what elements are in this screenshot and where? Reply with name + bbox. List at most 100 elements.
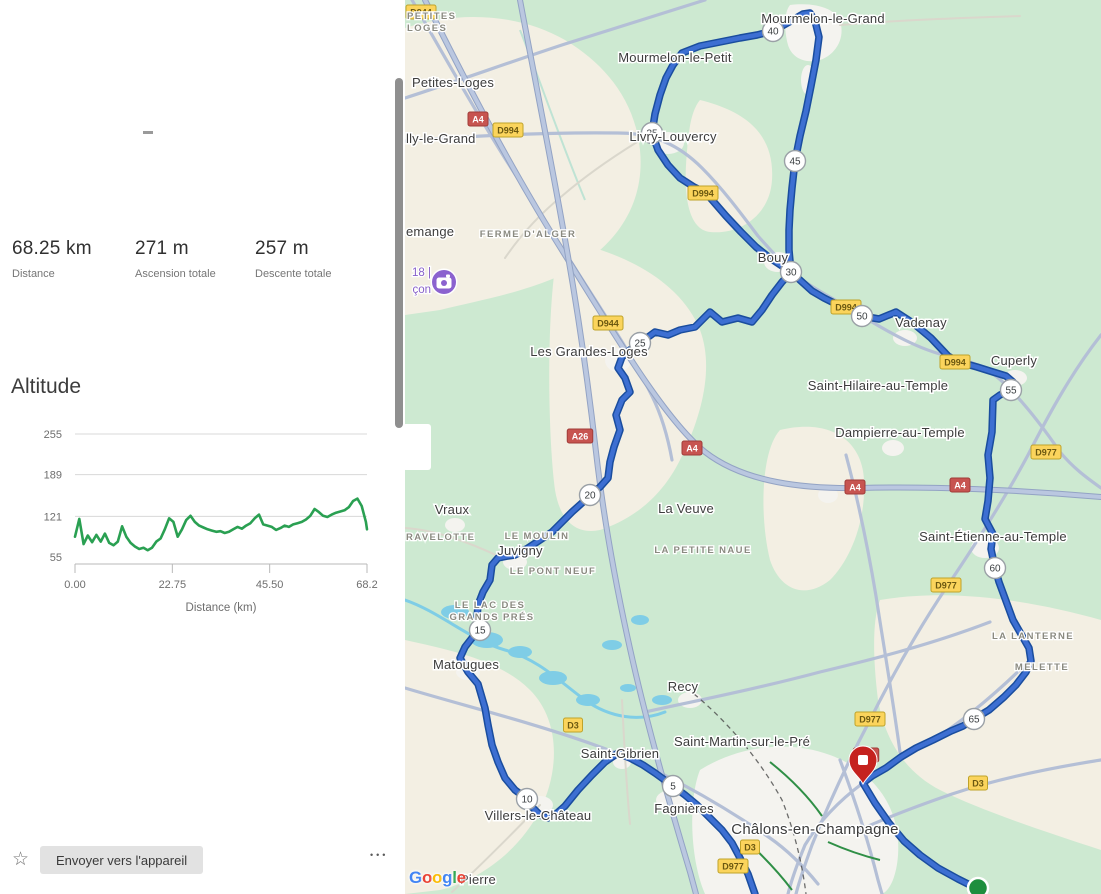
road-shield: D994 [687, 185, 719, 201]
town-label: Mourmelon-le-Petit [618, 50, 732, 65]
road-shield-box [563, 717, 583, 733]
panel-scrollbar[interactable] [395, 78, 403, 428]
road-shield-box [592, 315, 624, 331]
road-shield: D944 [592, 315, 624, 331]
area-label: LE LAC DES [455, 600, 525, 611]
road-shield-box [968, 775, 988, 791]
route-km-marker-circle [779, 260, 803, 284]
start-marker[interactable] [966, 876, 990, 894]
stat-ascent: 271 m Ascension totale [135, 238, 216, 280]
google-logo-letter: o [421, 868, 433, 887]
road-shield-label: D994 [497, 126, 519, 136]
town-label: Les Grandes-Loges [530, 344, 648, 359]
map-canvas[interactable]: D944D994D994D944D994D994D977D977D977D3D3… [405, 0, 1101, 894]
road-shield: D977 [717, 858, 749, 874]
road-shield: A4 [844, 479, 866, 495]
town-label: Villers-le-Château [485, 808, 592, 823]
town-label: Saint-Étienne-au-Temple [919, 529, 1067, 544]
map-container[interactable]: D944 D994 D994 D944 D994 D994 D977 D977 D977 D3 D3… [405, 0, 1101, 894]
town-label: Fagnières [654, 801, 714, 816]
town-label: Petites-Loges [412, 75, 494, 90]
chart-x-tick-label: 68.2 [356, 579, 377, 591]
route-km-marker: 60 [983, 556, 1007, 580]
chart-y-tick-label: 55 [50, 552, 62, 564]
route-km-marker-number: 15 [474, 626, 486, 637]
town-label: Pierre [460, 872, 496, 887]
route-km-marker-circle [850, 304, 874, 328]
road-shield: D3 [563, 717, 583, 733]
road-shield: A26 [566, 428, 594, 444]
road-shield-label: A4 [954, 481, 966, 491]
road-shield-box [844, 479, 866, 495]
town-label: lly-le-Grand [406, 131, 476, 146]
road-shield-label: A4 [849, 483, 861, 493]
area-label: FERME D'ALGER [480, 229, 576, 240]
route-km-marker: 40 [761, 19, 785, 43]
road-shield-box [930, 577, 962, 593]
area-label: LA PETITE NAUE [654, 545, 751, 556]
stat-distance: 68.25 km Distance [12, 238, 92, 280]
route-km-marker: 45 [783, 149, 807, 173]
route-km-marker-circle [661, 774, 685, 798]
finish-pin-stop-icon [858, 755, 868, 765]
town-label: La Veuve [658, 501, 714, 516]
start-marker-dot [966, 876, 990, 894]
altitude-chart: 255 189 121 55 0.00 22.75 45.50 68.2 Distance (k… [44, 429, 378, 614]
route-km-marker-circle [640, 121, 664, 145]
road-shield-box [681, 440, 703, 456]
route-km-marker: 15 [468, 618, 492, 642]
town-label: Livry-Louvercy [629, 129, 717, 144]
road-shield: D977 [930, 577, 962, 593]
town-label: Saint-Gibrien [581, 746, 659, 761]
chart-x-tick-label: 45.50 [256, 579, 284, 591]
clipped-info-box [405, 424, 431, 470]
finish-pin[interactable] [848, 745, 878, 786]
road-shield-label: A26 [572, 432, 589, 442]
town-label: Saint-Hilaire-au-Temple [808, 378, 948, 393]
area-label: LE MOULIN [505, 531, 570, 542]
route-km-marker: 35 [640, 121, 664, 145]
chart-x-axis-label: Distance (km) [186, 602, 257, 614]
road-shield-label: D944 [597, 319, 619, 329]
town-label: Matougues [433, 657, 499, 672]
more-options-button[interactable]: ••• [370, 850, 389, 860]
road-shield-label: D3 [972, 779, 984, 789]
road-shield-box [405, 4, 437, 20]
road-shield-box [492, 122, 524, 138]
road-shield-box [1030, 444, 1062, 460]
google-logo-letter: g [442, 868, 453, 887]
route-km-marker-circle [783, 149, 807, 173]
route-km-marker-circle [515, 787, 539, 811]
town-label: Vraux [435, 502, 470, 517]
favorite-star-icon[interactable]: ☆ [12, 849, 30, 870]
chart-y-tick-label: 121 [44, 511, 62, 523]
road-shield-label: D944 [410, 8, 432, 18]
stat-ascent-value: 271 m [135, 238, 189, 259]
area-label: MELETTE [1015, 662, 1069, 673]
stat-descent-value: 257 m [255, 238, 309, 259]
area-label: GRANDS PRÉS [449, 612, 534, 623]
google-logo-letter: o [432, 868, 443, 887]
road-shield-label: D994 [692, 189, 714, 199]
area-label: LE PONT NEUF [510, 566, 596, 577]
road-shield: A4 [467, 111, 489, 127]
google-logo: Google [409, 868, 466, 888]
route-line [457, 10, 1034, 894]
road-shield-label: A4 [686, 444, 698, 454]
route-km-marker-number: 10 [521, 795, 533, 806]
road-shield: D3 [740, 839, 760, 855]
camera-flash [446, 274, 450, 278]
route-km-marker-number: 45 [789, 157, 801, 168]
photo-poi[interactable] [430, 268, 458, 296]
road-shield-label: D3 [567, 721, 579, 731]
road-shield-box [854, 711, 886, 727]
road-shield: A4 [949, 477, 971, 493]
altitude-section-title: Altitude [11, 375, 82, 398]
elevation-line [73, 497, 369, 552]
chart-x-tick-label: 0.00 [64, 579, 85, 591]
road-shield: D977 [854, 711, 886, 727]
route-km-marker-circle [468, 618, 492, 642]
town-label: Bouy [758, 250, 789, 265]
send-to-device-button[interactable]: Envoyer vers l'appareil [40, 846, 204, 874]
